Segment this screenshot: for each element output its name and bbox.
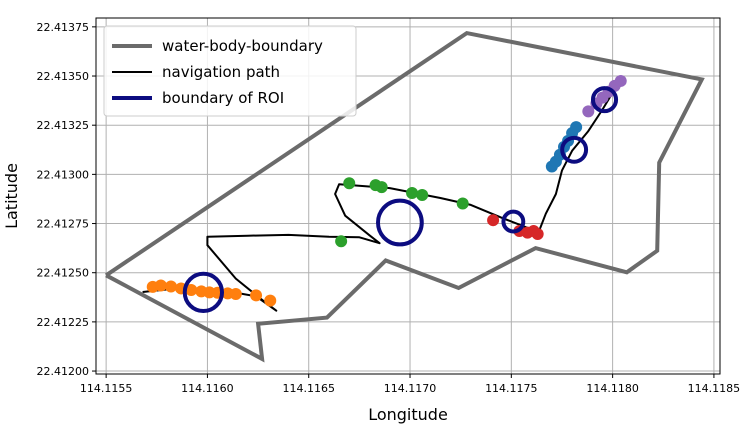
data-point	[375, 181, 388, 194]
y-tick-label: 22.41250	[37, 267, 90, 280]
y-tick-label: 22.41300	[37, 168, 90, 181]
legend-box	[103, 25, 357, 117]
data-point	[406, 187, 419, 200]
x-axis-label: Longitude	[368, 405, 448, 424]
legend-label-navigation-path: navigation path	[162, 63, 280, 81]
x-tick-label: 114.1170	[384, 382, 437, 395]
roi-circle	[376, 198, 424, 247]
data-point	[456, 197, 469, 210]
data-point	[614, 74, 627, 87]
data-point	[531, 227, 544, 240]
x-tick-label: 114.1165	[282, 382, 335, 395]
grid-layer	[96, 18, 720, 374]
data-point	[185, 284, 198, 297]
legend-label-water-body-boundary: water-body-boundary	[162, 37, 323, 55]
water-body-boundary-line	[104, 30, 705, 363]
roi-circle	[501, 209, 526, 234]
legend: water-body-boundary navigation path boun…	[103, 25, 357, 117]
data-point	[570, 121, 583, 134]
data-point	[487, 214, 500, 227]
roi-circle	[590, 86, 619, 114]
y-tick-label: 22.41225	[37, 316, 90, 329]
data-point	[264, 294, 277, 307]
plot-layer	[104, 30, 705, 363]
roi-circle	[560, 135, 589, 164]
data-point	[229, 287, 242, 300]
y-tick-label: 22.41275	[37, 218, 90, 231]
x-tick-label: 114.1185	[688, 382, 741, 395]
plot-frame	[95, 17, 721, 375]
y-tick-label: 22.41325	[37, 119, 90, 132]
legend-label-boundary-of-roi: boundary of ROI	[162, 89, 284, 107]
y-tick-label: 22.41375	[37, 21, 90, 34]
y-axis-label: Latitude	[2, 163, 21, 229]
roi-circle	[182, 271, 225, 314]
data-point	[335, 235, 348, 248]
x-tick-label: 114.1175	[485, 382, 538, 395]
x-tick-label: 114.1160	[181, 382, 234, 395]
x-tick-label: 114.1180	[586, 382, 639, 395]
x-tick-label: 114.1155	[80, 382, 133, 395]
y-tick-label: 22.41200	[37, 365, 90, 378]
tick-layer: 114.1155 114.1160 114.1165 114.1170 114.1175…	[37, 21, 741, 395]
data-point	[154, 279, 167, 292]
y-tick-label: 22.41350	[37, 70, 90, 83]
data-point	[164, 280, 177, 293]
data-point	[582, 105, 595, 118]
data-point	[343, 177, 356, 190]
data-point	[250, 289, 263, 302]
data-point	[416, 189, 429, 202]
